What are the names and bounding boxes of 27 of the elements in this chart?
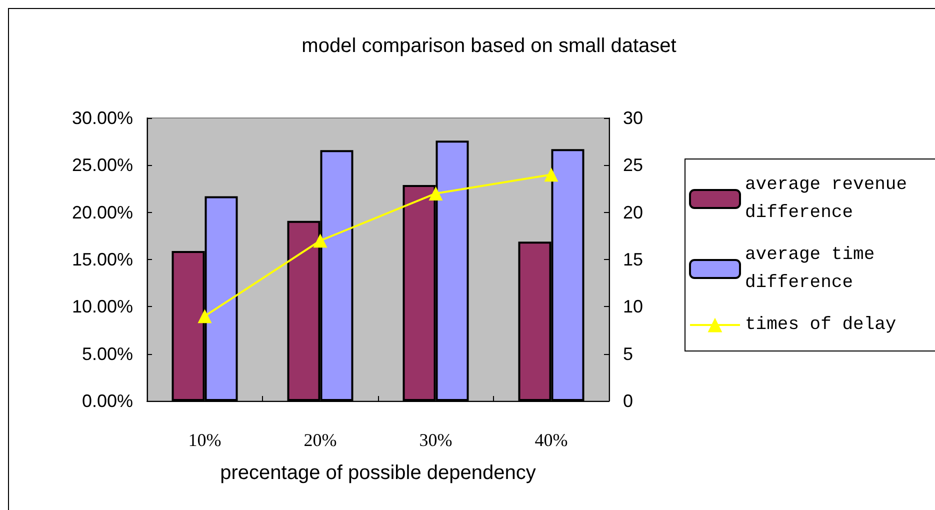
point <box>544 168 558 182</box>
y-tick-label: 25.00% <box>72 155 133 176</box>
y-tick-label: 5.00% <box>82 344 133 364</box>
x-axis-title: precentage of possible dependency <box>220 462 536 484</box>
y2-tick-label: 0 <box>623 391 634 411</box>
y2-tick-label: 25 <box>623 155 644 176</box>
legend-label: average time difference <box>745 245 886 293</box>
point <box>313 234 328 248</box>
y2-tick-label: 30 <box>623 108 644 128</box>
y-tick-label: 0.00% <box>82 391 133 411</box>
point <box>198 309 212 324</box>
y2-tick-label: 20 <box>623 202 644 222</box>
y2-tick-label: 5 <box>623 344 634 364</box>
y-tick-label: 10.00% <box>72 296 133 317</box>
y2-tick-label: 15 <box>623 250 644 270</box>
y-tick-label: 15.00% <box>72 250 133 270</box>
y-tick-label: 20.00% <box>72 202 133 222</box>
x-tick-label: 30% <box>419 430 452 450</box>
y-tick-label: 30.00% <box>72 108 133 128</box>
x-tick-label: 20% <box>304 430 337 450</box>
y2-tick-label: 10 <box>623 296 644 317</box>
legend-label: times of delay <box>745 315 896 335</box>
chart-title: model comparison based on small dataset <box>302 35 677 57</box>
x-tick-label: 10% <box>188 430 222 450</box>
legend-label: average revenue difference <box>745 175 918 223</box>
point <box>428 186 443 200</box>
x-tick-label: 40% <box>534 430 568 450</box>
